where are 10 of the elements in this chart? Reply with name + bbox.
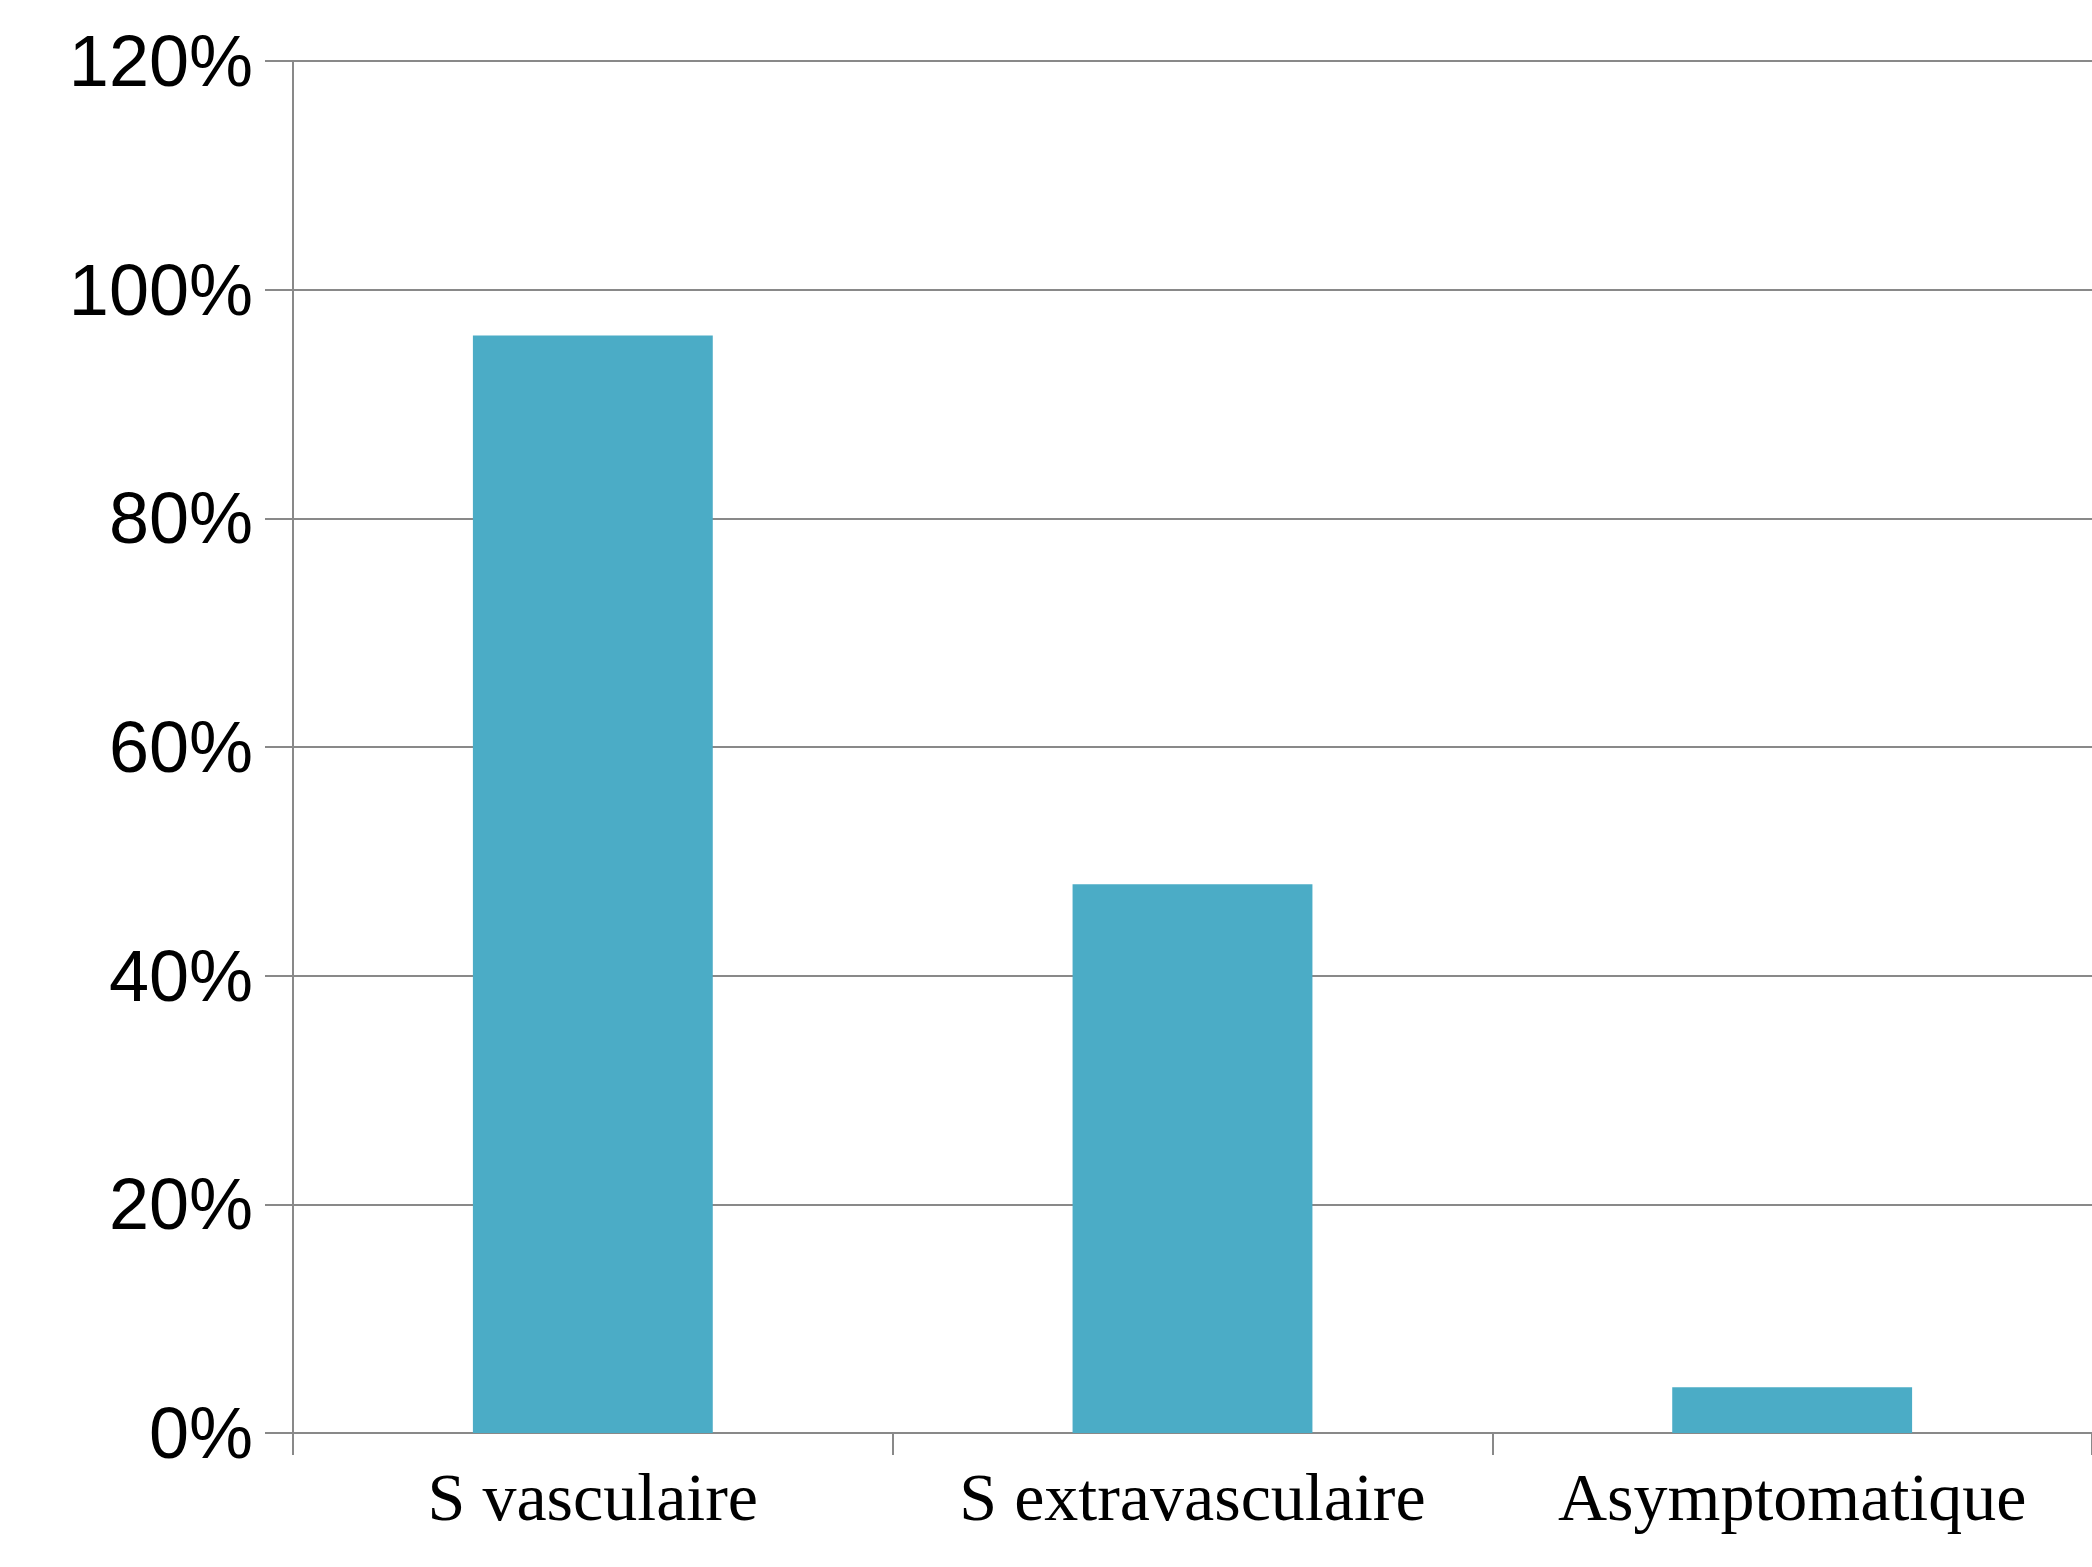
x-tick-label: S extravasculaire — [959, 1459, 1426, 1535]
y-tick-label: 100% — [68, 249, 253, 330]
y-tick-label: 60% — [108, 707, 253, 787]
y-tick-label: 40% — [108, 935, 253, 1016]
x-tick-label: Asymptomatique — [1557, 1459, 2027, 1535]
y-tick-label: 80% — [108, 478, 253, 559]
y-tick-label: 0% — [148, 1393, 253, 1473]
y-tick-label: 20% — [108, 1164, 253, 1245]
x-tick-label: S vasculaire — [427, 1459, 759, 1535]
y-tick-label: 120% — [68, 21, 253, 101]
